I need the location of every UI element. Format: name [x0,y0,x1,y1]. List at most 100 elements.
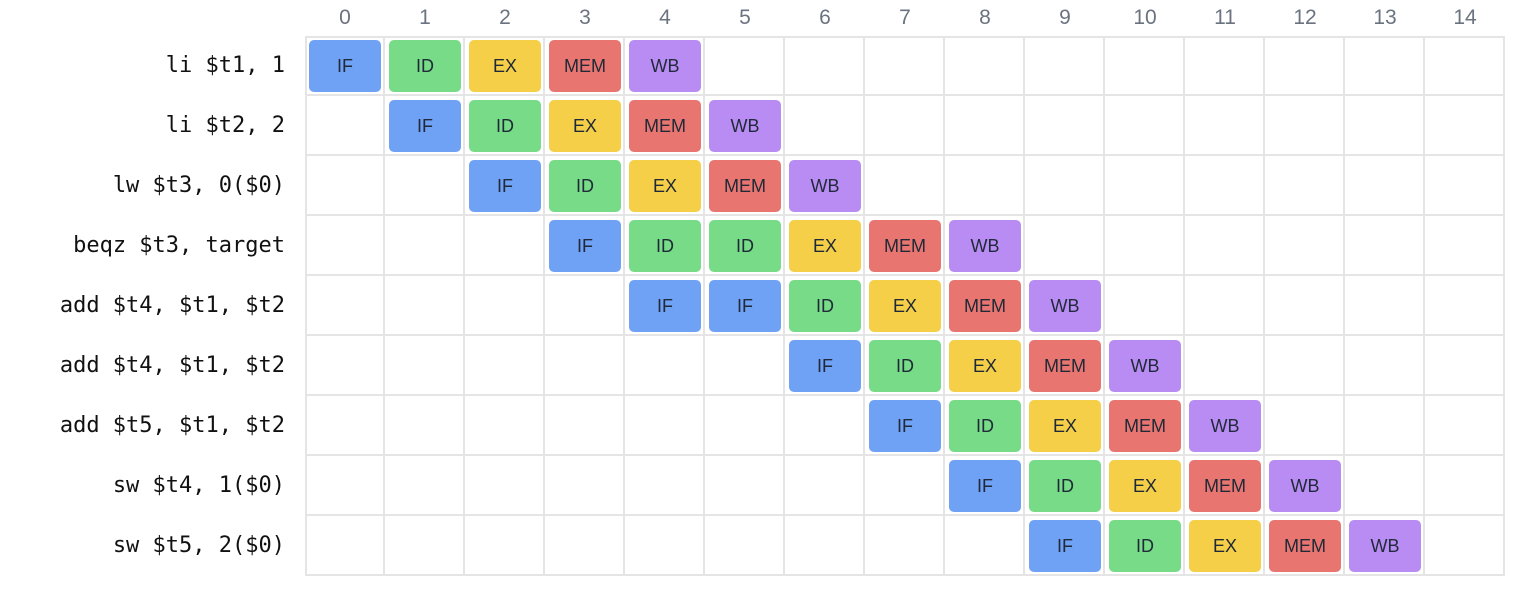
stage-block-wb: WB [949,220,1021,272]
grid-cell [465,216,545,276]
cycle-label: 2 [499,6,511,29]
grid-cell [625,276,705,336]
grid-cell [1185,456,1265,516]
grid-cell [385,156,465,216]
instruction-label: add $t4, $t1, $t2 [59,353,285,378]
grid-cell [945,276,1025,336]
grid-cell [1425,36,1505,96]
stage-block-if: IF [469,160,541,212]
grid-cell [1265,456,1345,516]
grid-cell [945,336,1025,396]
grid-cell [545,36,625,96]
grid-cell [305,36,385,96]
grid-cell [465,96,545,156]
grid-cell [625,96,705,156]
stage-block-wb: WB [1189,400,1261,452]
instruction-label: li $t2, 2 [165,113,285,138]
grid-cell [1265,96,1345,156]
instruction-label: sw $t4, 1($0) [112,473,285,498]
grid-cell [1025,96,1105,156]
grid-cell [385,336,465,396]
grid-cell [865,216,945,276]
cycle-label: 3 [579,6,591,29]
cycle-label: 4 [659,6,671,29]
grid-cell [945,396,1025,456]
stage-block-ex: EX [469,40,541,92]
grid-cell [385,216,465,276]
grid-cell [1105,216,1185,276]
grid-cell [1105,336,1185,396]
grid-cell [705,456,785,516]
instruction-label: beqz $t3, target [73,233,285,258]
grid-cell [945,156,1025,216]
grid-cell [1025,36,1105,96]
grid-cell [1025,156,1105,216]
grid-cell [625,456,705,516]
cycle-label: 8 [979,6,991,29]
stage-block-if: IF [549,220,621,272]
cycle-label: 12 [1293,6,1317,29]
grid-cell [1345,276,1425,336]
stage-block-if: IF [709,280,781,332]
stage-block-mem: MEM [629,100,701,152]
grid-cell [1185,156,1265,216]
grid-cell [1345,516,1425,576]
grid-cell [1265,336,1345,396]
grid-cell [545,516,625,576]
stage-block-if: IF [389,100,461,152]
grid-cell [865,156,945,216]
grid-cell [305,216,385,276]
stage-block-wb: WB [709,100,781,152]
grid-cell [1425,516,1505,576]
grid-cell [705,96,785,156]
grid-cell [465,336,545,396]
stage-block-ex: EX [949,340,1021,392]
grid-cell [1025,456,1105,516]
grid-cell [1105,516,1185,576]
grid-cell [1105,396,1185,456]
stage-block-wb: WB [1349,520,1421,572]
stage-block-mem: MEM [1269,520,1341,572]
grid-cell [545,456,625,516]
grid-cell [945,216,1025,276]
grid-cell [705,276,785,336]
grid-cell [785,156,865,216]
instruction-label: add $t4, $t1, $t2 [59,293,285,318]
grid-cell [545,216,625,276]
stage-block-mem: MEM [1029,340,1101,392]
grid-cell [1425,456,1505,516]
grid-cell [1265,36,1345,96]
grid-cell [945,456,1025,516]
stage-block-id: ID [949,400,1021,452]
grid-cell [705,396,785,456]
grid-cell [465,36,545,96]
grid-cell [785,456,865,516]
grid-cell [385,276,465,336]
grid-cell [1425,336,1505,396]
grid-cell [625,396,705,456]
stage-block-ex: EX [629,160,701,212]
stage-block-id: ID [629,220,701,272]
stage-block-id: ID [1109,520,1181,572]
grid-cell [945,96,1025,156]
grid-cell [1105,456,1185,516]
grid-cell [545,96,625,156]
grid-cell [1025,396,1105,456]
grid-cell [1345,96,1425,156]
cycle-label: 9 [1059,6,1071,29]
stage-block-mem: MEM [549,40,621,92]
grid-cell [545,396,625,456]
cycle-label: 14 [1453,6,1477,29]
cycle-label: 10 [1133,6,1157,29]
grid-cell [785,336,865,396]
cycle-label: 13 [1373,6,1397,29]
grid-cell [1425,276,1505,336]
stage-block-ex: EX [1029,400,1101,452]
grid-cell [625,156,705,216]
grid-cell [705,156,785,216]
stage-block-ex: EX [1109,460,1181,512]
grid-cell [785,96,865,156]
stage-block-wb: WB [1109,340,1181,392]
grid-cell [1185,396,1265,456]
